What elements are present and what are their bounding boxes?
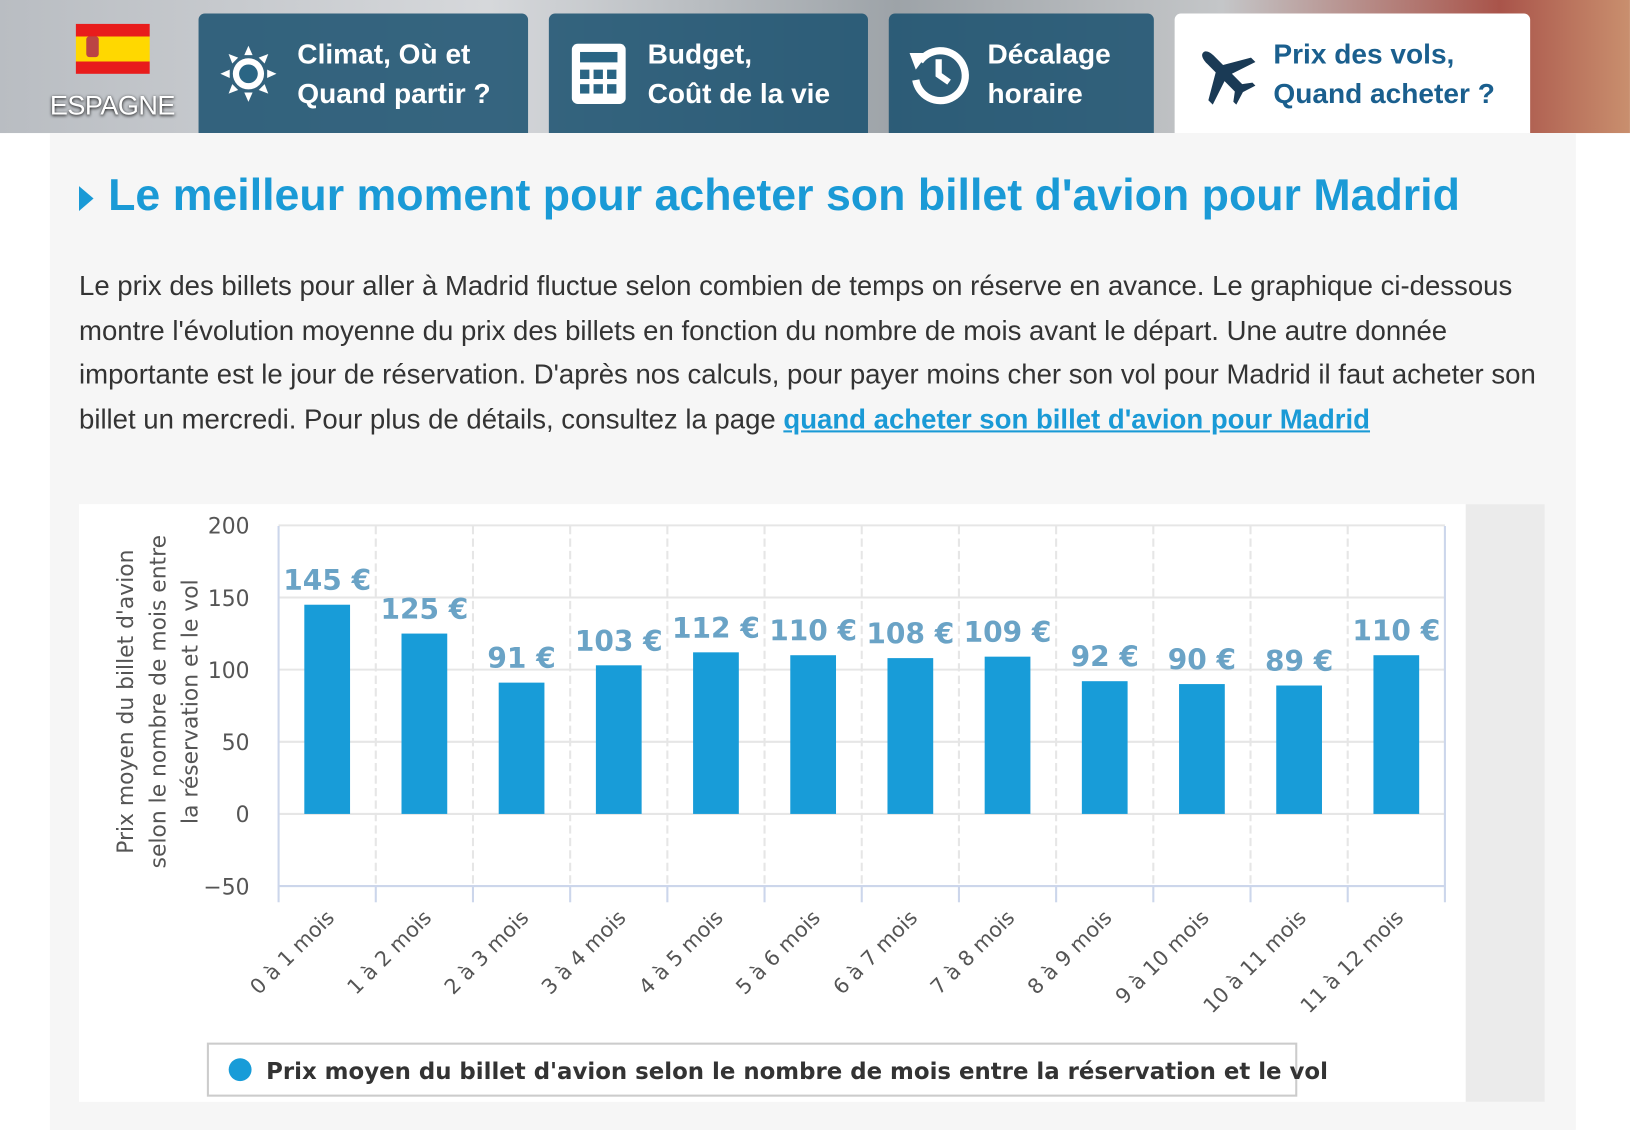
bar <box>693 652 739 814</box>
data-label: 112 € <box>672 612 760 645</box>
tab-label: Climat, Où et Quand partir ? <box>297 37 491 109</box>
y-tick-label: 50 <box>222 731 250 756</box>
intro-paragraph: Le prix des billets pour aller à Madrid … <box>79 264 1545 441</box>
legend-box <box>206 1042 1298 1097</box>
tab-flight-prices[interactable]: Prix des vols, Quand acheter ? <box>1174 13 1531 134</box>
x-tick-label: 9 à 10 mois <box>1111 905 1214 1008</box>
data-label: 92 € <box>1071 641 1139 674</box>
y-tick-label: 100 <box>208 659 250 684</box>
tab-time-difference[interactable]: Décalage horaire <box>888 13 1154 134</box>
y-axis-title: Prix moyen du billet d'avion <box>114 550 139 854</box>
y-axis-title: selon le nombre de mois entre <box>146 535 171 868</box>
data-label: 109 € <box>964 616 1052 649</box>
data-label: 125 € <box>380 593 468 626</box>
data-label: 110 € <box>1352 615 1440 648</box>
data-label: 89 € <box>1265 645 1333 678</box>
x-tick-label: 5 à 6 mois <box>731 905 825 999</box>
data-label: 91 € <box>487 642 555 675</box>
y-tick-label: 200 <box>208 515 250 540</box>
y-tick-label: −50 <box>203 875 249 900</box>
spain-flag-icon <box>75 23 150 74</box>
x-tick-label: 10 à 11 mois <box>1199 905 1311 1017</box>
clock-history-icon <box>889 42 988 104</box>
page-title: Le meilleur moment pour acheter son bill… <box>79 170 1460 221</box>
legend-label: Prix moyen du billet d'avion selon le no… <box>266 1059 1328 1085</box>
x-tick-label: 0 à 1 mois <box>245 905 339 999</box>
data-label: 145 € <box>283 564 371 597</box>
x-tick-label: 1 à 2 mois <box>342 905 436 999</box>
data-label: 103 € <box>575 625 663 658</box>
bar <box>1276 685 1322 814</box>
y-tick-label: 0 <box>236 803 250 828</box>
x-tick-label: 2 à 3 mois <box>440 905 534 999</box>
bar <box>1373 655 1420 814</box>
bar <box>595 665 642 814</box>
tab-label: Prix des vols, Quand acheter ? <box>1273 37 1495 109</box>
when-to-buy-link[interactable]: quand acheter son billet d'avion pour Ma… <box>783 402 1371 434</box>
triangle-bullet-icon <box>79 185 94 211</box>
bar <box>790 655 837 814</box>
x-tick-label: 7 à 8 mois <box>926 905 1020 999</box>
header-banner: ESPAGNE Climat, Où et Quand partir ? Bud… <box>0 0 1630 134</box>
tab-climate[interactable]: Climat, Où et Quand partir ? <box>198 13 529 134</box>
legend-marker-icon <box>228 1058 252 1082</box>
bar <box>1081 681 1128 814</box>
calculator-icon <box>549 43 648 104</box>
x-tick-label: 8 à 9 mois <box>1023 905 1117 999</box>
x-tick-label: 3 à 4 mois <box>537 905 631 999</box>
tab-label: Budget, Coût de la vie <box>647 37 831 109</box>
data-label: 90 € <box>1168 644 1236 677</box>
country-name[interactable]: ESPAGNE <box>49 89 176 121</box>
tab-budget[interactable]: Budget, Coût de la vie <box>548 13 868 134</box>
data-label: 108 € <box>866 618 954 651</box>
data-label: 110 € <box>769 615 857 648</box>
bar <box>304 604 351 814</box>
plane-icon <box>1175 39 1274 108</box>
x-tick-label: 4 à 5 mois <box>634 905 728 999</box>
tab-label: Décalage horaire <box>987 37 1111 109</box>
bar <box>498 682 545 814</box>
bar <box>887 658 934 814</box>
y-tick-label: 150 <box>208 587 250 612</box>
sun-icon <box>199 44 298 103</box>
bar <box>1179 684 1225 814</box>
x-tick-label: 6 à 7 mois <box>828 905 922 999</box>
bar <box>401 633 448 814</box>
intro-text: Le prix des billets pour aller à Madrid … <box>79 270 1536 434</box>
chart-side-panel <box>1465 504 1545 1102</box>
page-title-text: Le meilleur moment pour acheter son bill… <box>108 170 1460 221</box>
y-axis-title: la réservation et le vol <box>179 579 204 824</box>
bar <box>984 656 1031 814</box>
x-tick-label: 11 à 12 mois <box>1296 905 1408 1017</box>
